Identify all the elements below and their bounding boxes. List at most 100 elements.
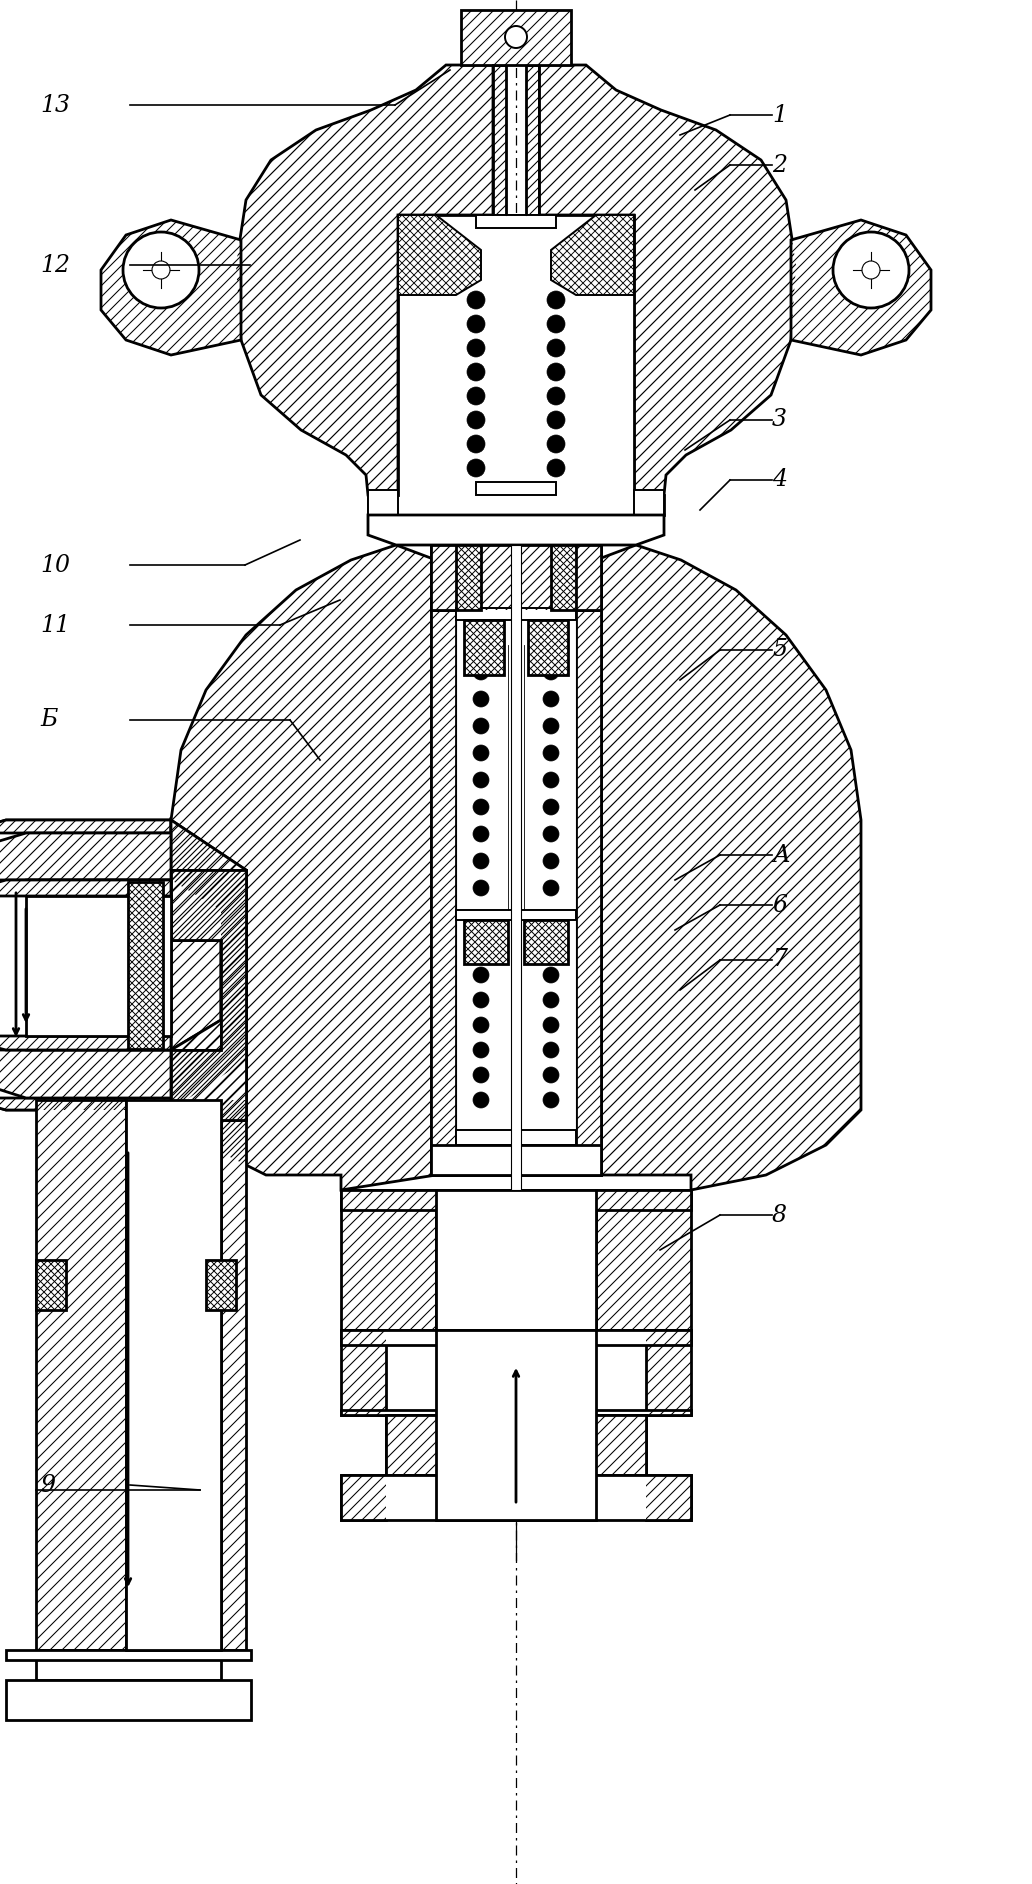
Circle shape xyxy=(467,364,485,381)
Circle shape xyxy=(543,1066,559,1083)
Circle shape xyxy=(543,663,559,680)
Polygon shape xyxy=(431,1145,601,1176)
Polygon shape xyxy=(431,544,601,610)
Polygon shape xyxy=(431,610,601,1176)
Text: 1: 1 xyxy=(772,104,787,126)
Polygon shape xyxy=(456,910,576,919)
Polygon shape xyxy=(456,1130,576,1145)
Polygon shape xyxy=(596,544,861,1191)
Polygon shape xyxy=(456,609,576,620)
Polygon shape xyxy=(791,220,931,354)
Circle shape xyxy=(473,663,489,680)
Circle shape xyxy=(543,1093,559,1108)
Circle shape xyxy=(123,232,199,307)
Circle shape xyxy=(473,637,489,654)
Polygon shape xyxy=(171,820,246,1110)
Circle shape xyxy=(473,744,489,761)
Polygon shape xyxy=(36,1650,221,1681)
Circle shape xyxy=(547,315,565,333)
Polygon shape xyxy=(464,919,508,965)
Polygon shape xyxy=(171,870,246,1119)
Polygon shape xyxy=(171,544,436,1191)
Text: 10: 10 xyxy=(40,554,70,577)
Circle shape xyxy=(543,1042,559,1059)
Polygon shape xyxy=(576,610,601,1176)
Circle shape xyxy=(473,880,489,897)
Polygon shape xyxy=(206,1260,236,1309)
Polygon shape xyxy=(171,870,246,1119)
Polygon shape xyxy=(431,610,456,1176)
Polygon shape xyxy=(126,1100,221,1650)
Circle shape xyxy=(543,966,559,983)
Polygon shape xyxy=(456,610,576,1176)
Polygon shape xyxy=(436,1330,596,1520)
Polygon shape xyxy=(476,215,556,228)
Circle shape xyxy=(473,966,489,983)
Polygon shape xyxy=(596,1191,691,1330)
Circle shape xyxy=(543,825,559,842)
Circle shape xyxy=(547,339,565,356)
Polygon shape xyxy=(646,1475,691,1520)
Circle shape xyxy=(543,718,559,735)
Polygon shape xyxy=(341,1191,691,1210)
Circle shape xyxy=(543,772,559,788)
Polygon shape xyxy=(386,1415,646,1475)
Circle shape xyxy=(473,993,489,1008)
Circle shape xyxy=(467,339,485,356)
Polygon shape xyxy=(436,1191,596,1330)
Circle shape xyxy=(473,691,489,706)
Circle shape xyxy=(473,772,489,788)
Polygon shape xyxy=(464,620,504,674)
Text: 5: 5 xyxy=(772,639,787,661)
Circle shape xyxy=(473,1093,489,1108)
Polygon shape xyxy=(511,544,521,1191)
Circle shape xyxy=(543,1017,559,1032)
Text: 11: 11 xyxy=(40,614,70,637)
Polygon shape xyxy=(386,1415,646,1475)
Polygon shape xyxy=(368,514,664,544)
Polygon shape xyxy=(341,1330,691,1345)
Text: А: А xyxy=(772,844,789,867)
Polygon shape xyxy=(398,215,481,296)
Text: 6: 6 xyxy=(772,893,787,916)
Polygon shape xyxy=(101,220,241,354)
Polygon shape xyxy=(0,820,171,1110)
Text: 12: 12 xyxy=(40,254,70,277)
Polygon shape xyxy=(36,1260,66,1309)
Polygon shape xyxy=(456,544,481,610)
Circle shape xyxy=(152,262,170,279)
Polygon shape xyxy=(0,999,171,1110)
Polygon shape xyxy=(6,1681,251,1720)
Circle shape xyxy=(543,637,559,654)
Circle shape xyxy=(467,435,485,452)
Polygon shape xyxy=(26,897,171,1036)
Polygon shape xyxy=(431,544,601,610)
Circle shape xyxy=(547,386,565,405)
Polygon shape xyxy=(368,215,664,514)
Text: Б: Б xyxy=(40,708,58,731)
Text: 8: 8 xyxy=(772,1204,787,1226)
Polygon shape xyxy=(6,1650,251,1660)
Polygon shape xyxy=(646,1330,691,1415)
Polygon shape xyxy=(461,9,571,66)
Circle shape xyxy=(547,364,565,381)
Circle shape xyxy=(467,411,485,430)
Circle shape xyxy=(467,315,485,333)
Circle shape xyxy=(547,290,565,309)
Polygon shape xyxy=(634,490,664,526)
Polygon shape xyxy=(0,880,171,1049)
Polygon shape xyxy=(493,66,506,215)
Polygon shape xyxy=(36,1100,126,1650)
Circle shape xyxy=(547,460,565,477)
Circle shape xyxy=(543,744,559,761)
Polygon shape xyxy=(526,66,539,215)
Polygon shape xyxy=(341,1191,436,1330)
Text: 7: 7 xyxy=(772,948,787,972)
Polygon shape xyxy=(0,820,171,933)
Circle shape xyxy=(473,1042,489,1059)
Polygon shape xyxy=(341,1330,386,1415)
Circle shape xyxy=(467,290,485,309)
Circle shape xyxy=(543,691,559,706)
Circle shape xyxy=(473,718,489,735)
Polygon shape xyxy=(0,833,171,1098)
